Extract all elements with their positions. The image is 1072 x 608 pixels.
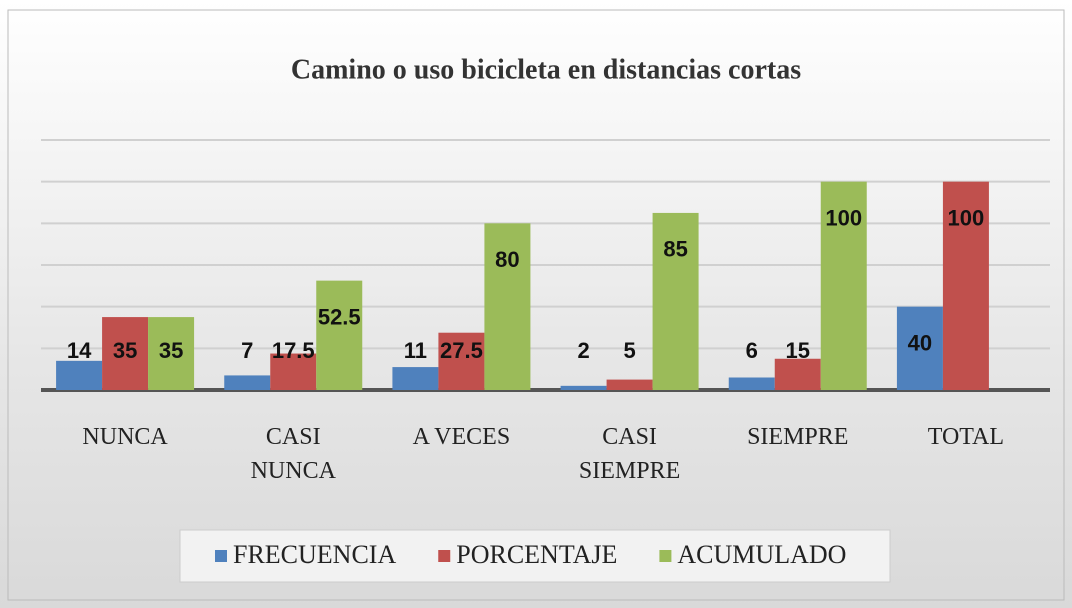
data-label: 52.5 — [318, 304, 361, 329]
data-label: 85 — [663, 237, 687, 262]
data-label: 27.5 — [440, 338, 483, 363]
data-label: 35 — [113, 338, 137, 363]
bar — [224, 375, 271, 390]
chart-border — [7, 9, 1065, 601]
legend-swatch — [438, 550, 451, 562]
legend-label: ACUMULADO — [677, 540, 846, 569]
bar — [942, 181, 989, 390]
data-label: 7 — [241, 338, 253, 363]
legend-label: PORCENTAJE — [456, 540, 617, 569]
x-tick-label: A VECES — [412, 424, 511, 450]
data-label: 5 — [623, 338, 635, 363]
data-label: 40 — [908, 330, 932, 355]
x-tick-label: NUNCA — [82, 424, 168, 450]
x-tick-label: TOTAL — [927, 424, 1005, 450]
bar — [896, 306, 943, 390]
x-tick-label: CASI NUNCA — [250, 424, 336, 484]
data-label: 100 — [825, 205, 862, 230]
bar — [728, 377, 775, 390]
data-label: 15 — [786, 338, 810, 363]
x-tick-label: SIEMPRE — [747, 424, 849, 450]
bar — [102, 317, 149, 390]
data-label: 11 — [404, 338, 427, 363]
bar — [606, 379, 653, 390]
chart-title: Camino o uso bicicleta en distancias cor… — [291, 54, 801, 85]
data-label: 17.5 — [272, 338, 315, 363]
data-label: 2 — [577, 338, 589, 363]
data-label: 14 — [67, 338, 92, 363]
bar — [774, 358, 821, 390]
bar — [148, 317, 195, 390]
data-label: 35 — [159, 338, 183, 363]
legend-swatch — [215, 550, 227, 562]
data-label: 6 — [746, 338, 758, 363]
legend-box — [179, 529, 891, 583]
bar — [316, 280, 363, 390]
bar — [484, 223, 531, 390]
x-tick-label: CASI SIEMPRE — [578, 424, 681, 484]
bar — [392, 367, 439, 390]
bar — [560, 385, 607, 390]
legend-label: FRECUENCIA — [233, 540, 396, 569]
data-label: 80 — [495, 247, 519, 272]
bar — [820, 181, 867, 390]
bar — [652, 212, 699, 390]
legend-swatch — [659, 550, 672, 562]
bar — [270, 353, 317, 390]
bar — [56, 360, 103, 390]
bar — [438, 332, 485, 390]
data-label: 100 — [948, 205, 985, 230]
